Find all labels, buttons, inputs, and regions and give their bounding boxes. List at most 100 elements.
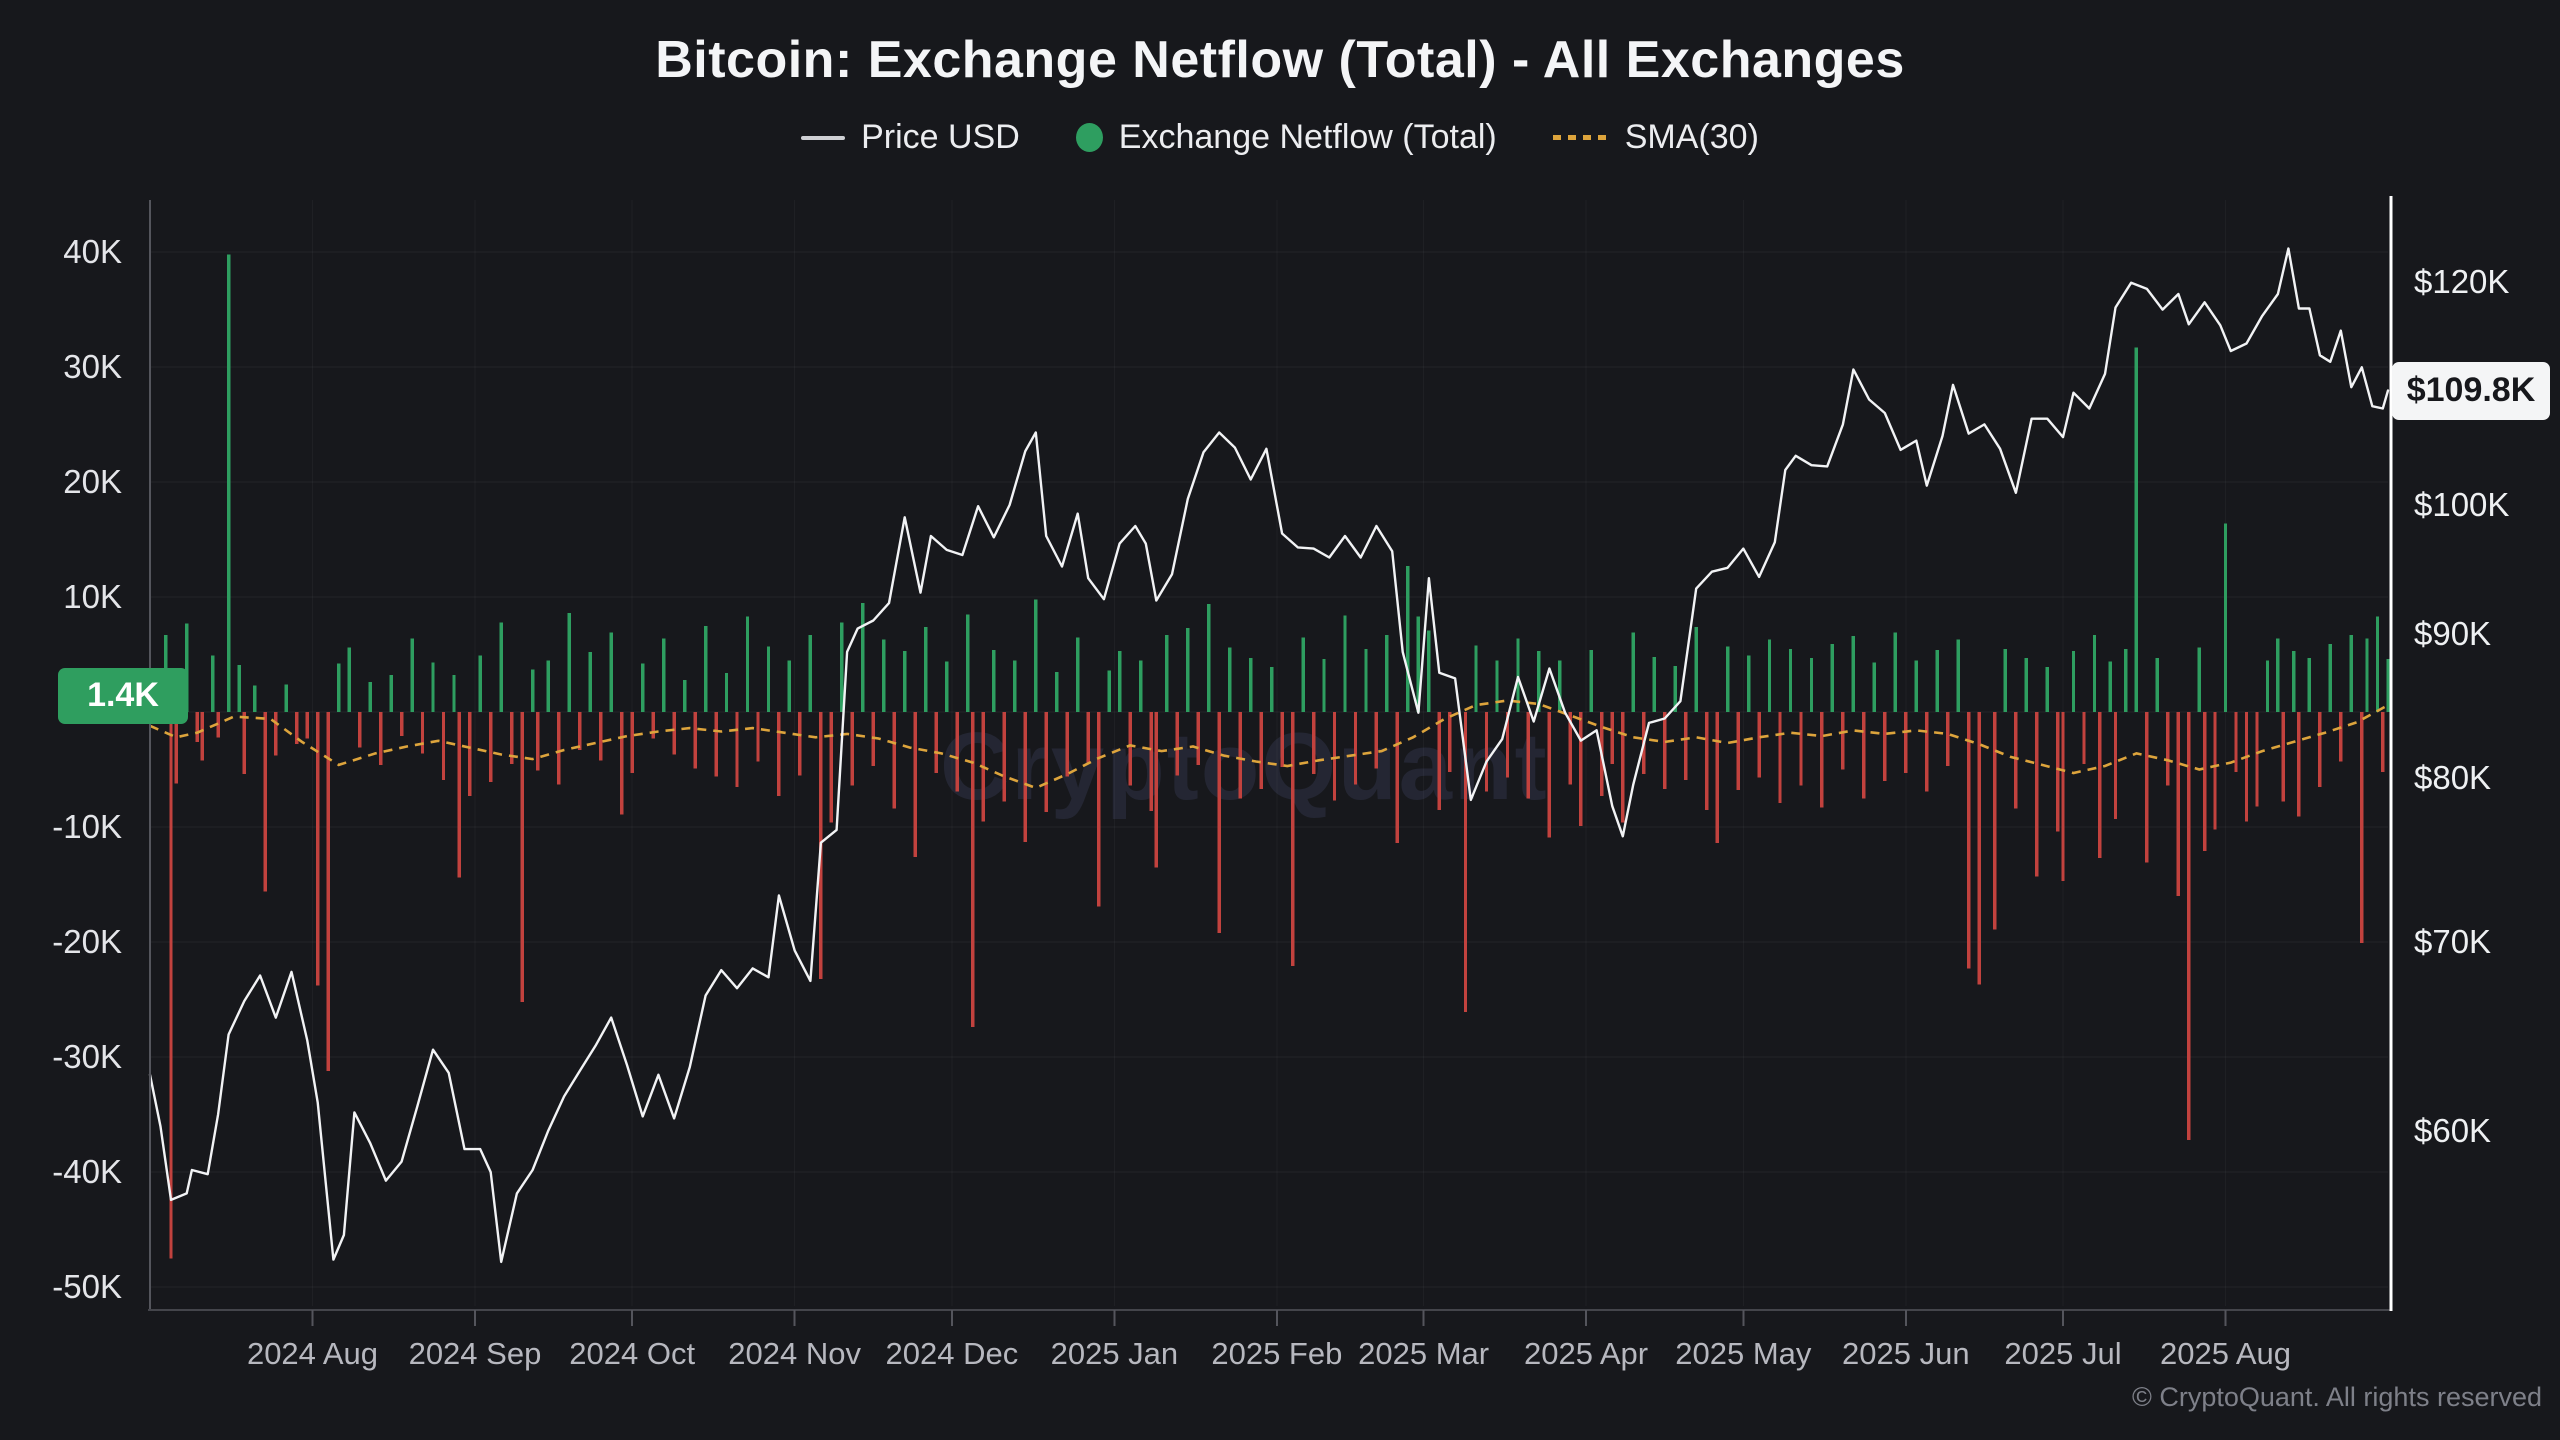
netflow-bar xyxy=(1322,659,1326,712)
netflow-bar xyxy=(2307,658,2312,713)
netflow-bar xyxy=(399,712,404,737)
netflow-bar xyxy=(441,712,446,780)
netflow-bar xyxy=(829,712,834,823)
legend-item-netflow[interactable]: Exchange Netflow (Total) xyxy=(1075,118,1497,157)
netflow-bar xyxy=(578,712,582,750)
netflow-bar xyxy=(1631,632,1635,712)
netflow-bar xyxy=(489,712,493,783)
netflow-bar xyxy=(2349,635,2353,712)
netflow-bar xyxy=(850,712,854,786)
netflow-bar xyxy=(520,712,524,1002)
netflow-bar xyxy=(567,613,571,712)
netflow-bar xyxy=(2108,661,2112,712)
netflow-bar xyxy=(2092,635,2097,712)
netflow-bar xyxy=(1076,637,1080,713)
netflow-bar xyxy=(903,651,907,712)
netflow-bar xyxy=(2071,651,2076,712)
netflow-bar xyxy=(1579,712,1583,826)
netflow-bar xyxy=(1437,712,1441,810)
netflow-bar xyxy=(1448,712,1452,772)
legend-netflow-label: Exchange Netflow (Total) xyxy=(1118,118,1497,156)
netflow-bar xyxy=(530,669,535,713)
netflow-bar xyxy=(1778,712,1782,803)
price-line xyxy=(148,247,2390,1264)
netflow-bar xyxy=(468,712,472,796)
netflow-bar xyxy=(1196,712,1200,765)
netflow-bar xyxy=(971,712,975,1028)
netflow-bar xyxy=(599,712,603,761)
netflow-bar xyxy=(798,712,802,776)
netflow-bar xyxy=(1065,712,1069,777)
netflow-bar xyxy=(2056,712,2060,832)
legend-price-label: Price USD xyxy=(861,118,1020,156)
netflow-bar xyxy=(2281,712,2285,802)
netflow-bar xyxy=(766,646,771,712)
netflow-bar xyxy=(389,675,393,712)
netflow-bar xyxy=(337,663,341,712)
netflow-bar xyxy=(1904,712,1908,773)
netflow-bar xyxy=(478,655,482,712)
legend-item-price[interactable]: Price USD xyxy=(801,118,1020,157)
netflow-bar xyxy=(431,662,435,712)
netflow-bar xyxy=(347,647,351,712)
netflow-bar xyxy=(2265,660,2270,713)
netflow-bar xyxy=(1516,638,1520,712)
legend-item-sma[interactable]: SMA(30) xyxy=(1552,118,1759,157)
netflow-bar xyxy=(2134,347,2139,712)
netflow-bar xyxy=(253,685,257,712)
netflow-bar xyxy=(1956,639,1960,712)
netflow-bar xyxy=(620,712,624,815)
netflow-bar xyxy=(357,712,362,748)
netflow-bar xyxy=(945,661,949,712)
netflow-bar xyxy=(1589,649,1593,712)
netflow-bar xyxy=(882,639,886,712)
netflow-bar xyxy=(892,712,896,809)
netflow-bar xyxy=(840,622,844,712)
netflow-bar xyxy=(557,712,561,785)
netflow-bar xyxy=(1558,660,1562,713)
netflow-bar xyxy=(1993,712,1997,930)
netflow-bar xyxy=(2003,648,2008,713)
netflow-bar xyxy=(2255,712,2259,807)
netflow-bar xyxy=(1165,635,1169,712)
netflow-bar xyxy=(955,712,959,792)
netflow-bar xyxy=(2297,712,2301,817)
netflow-bar xyxy=(1736,712,1740,791)
netflow-bar xyxy=(284,684,288,712)
netflow-bar xyxy=(2292,651,2296,712)
netflow-bar xyxy=(808,635,813,712)
netflow-dot-swatch-icon xyxy=(1075,123,1103,152)
netflow-bar xyxy=(2276,638,2280,712)
netflow-bar xyxy=(1228,647,1232,712)
netflow-bar xyxy=(1799,712,1803,786)
netflow-bar xyxy=(2014,712,2018,809)
netflow-bar xyxy=(2082,712,2086,764)
netflow-bar xyxy=(1044,712,1048,812)
netflow-bar xyxy=(651,712,655,739)
netflow-bar xyxy=(2360,712,2364,944)
netflow-bar xyxy=(1526,712,1531,799)
netflow-bar xyxy=(2339,712,2343,762)
sma-line xyxy=(149,699,2389,790)
netflow-bar xyxy=(237,664,241,712)
netflow-bar xyxy=(546,660,550,713)
netflow-bar xyxy=(682,679,687,712)
netflow-bar xyxy=(457,712,461,878)
sma-dash-swatch-icon xyxy=(1552,135,1609,140)
netflow-bar xyxy=(2328,644,2332,712)
netflow-bar xyxy=(787,660,792,713)
netflow-bar xyxy=(1353,712,1358,785)
netflow-bar xyxy=(2318,712,2322,787)
netflow-bar xyxy=(1280,712,1284,768)
netflow-bar xyxy=(1055,671,1059,713)
netflow-bar xyxy=(1841,712,1845,770)
netflow-bar xyxy=(242,712,246,775)
netflow-bar xyxy=(1002,712,1006,802)
netflow-bar xyxy=(410,638,414,712)
legend: Price USD Exchange Netflow (Total) SMA(3… xyxy=(0,118,2560,157)
netflow-bar xyxy=(509,712,514,764)
netflow-bar xyxy=(1809,658,1814,713)
netflow-bar xyxy=(295,712,299,745)
